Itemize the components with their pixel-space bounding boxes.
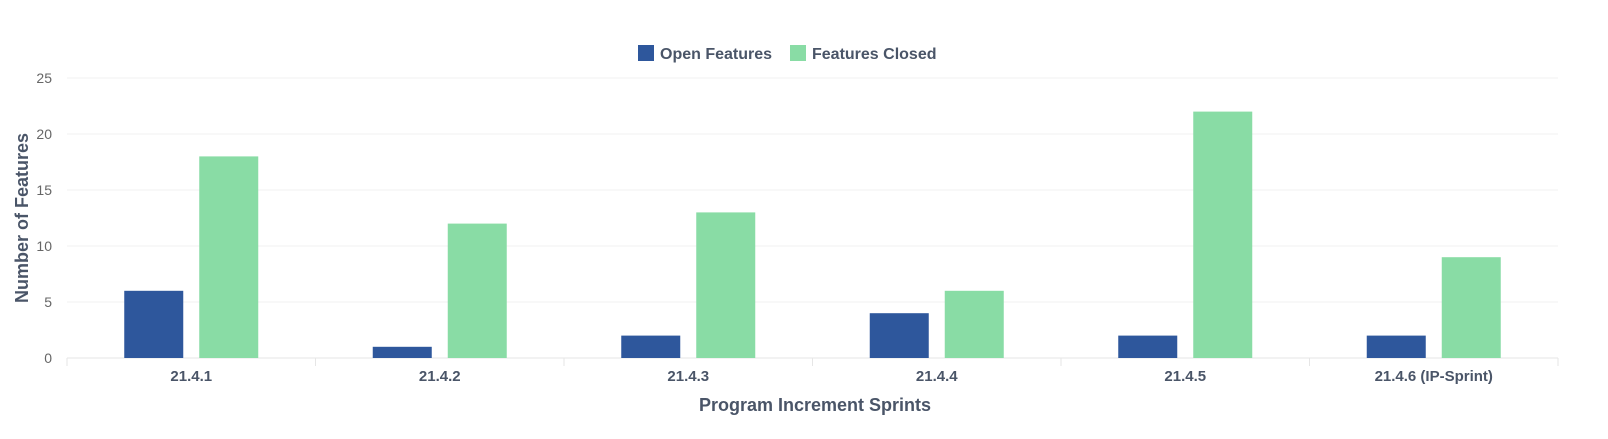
bar-open-features[interactable]: [1118, 335, 1178, 358]
legend-swatch: [638, 45, 654, 61]
y-tick-label: 5: [44, 294, 52, 310]
legend-item-features-closed[interactable]: Features Closed: [790, 45, 936, 63]
x-tick-label: 21.4.6 (IP-Sprint): [1375, 368, 1493, 385]
bar-features-closed[interactable]: [1441, 257, 1501, 358]
bar-features-closed[interactable]: [1193, 111, 1253, 358]
y-axis-title: Number of Features: [12, 133, 32, 303]
x-tick-label: 21.4.3: [667, 368, 709, 385]
y-axis: 0 5 10 15 20 25: [36, 70, 52, 366]
y-tick-label: 20: [36, 126, 52, 142]
bars: [124, 111, 1501, 358]
x-axis: 21.4.1 21.4.2 21.4.3 21.4.4 21.4.5 21.4.6 (IP…: [66, 358, 1559, 385]
legend-label: Open Features: [660, 46, 772, 63]
bar-open-features[interactable]: [1366, 335, 1426, 358]
y-tick-label: 10: [36, 238, 52, 254]
bar-open-features[interactable]: [124, 290, 184, 358]
x-tick-label: 21.4.1: [170, 368, 212, 385]
x-axis-title: Program Increment Sprints: [699, 395, 931, 415]
legend[interactable]: Open Features Features Closed: [638, 45, 936, 63]
y-tick-label: 0: [44, 350, 52, 366]
x-tick-label: 21.4.5: [1164, 368, 1206, 385]
x-tick-label: 21.4.4: [916, 368, 958, 385]
bar-features-closed[interactable]: [199, 156, 259, 358]
bar-open-features[interactable]: [621, 335, 681, 358]
legend-item-open-features[interactable]: Open Features: [638, 45, 772, 63]
gridlines: [67, 77, 1558, 359]
legend-swatch: [790, 45, 806, 61]
legend-label: Features Closed: [812, 46, 936, 63]
bar-features-closed[interactable]: [696, 212, 756, 358]
y-tick-label: 25: [36, 70, 52, 86]
bar-open-features[interactable]: [372, 346, 432, 358]
bar-features-closed[interactable]: [447, 223, 507, 358]
x-tick-label: 21.4.2: [419, 368, 461, 385]
bar-features-closed[interactable]: [944, 290, 1004, 358]
y-tick-label: 15: [36, 182, 52, 198]
bar-open-features[interactable]: [869, 313, 929, 358]
